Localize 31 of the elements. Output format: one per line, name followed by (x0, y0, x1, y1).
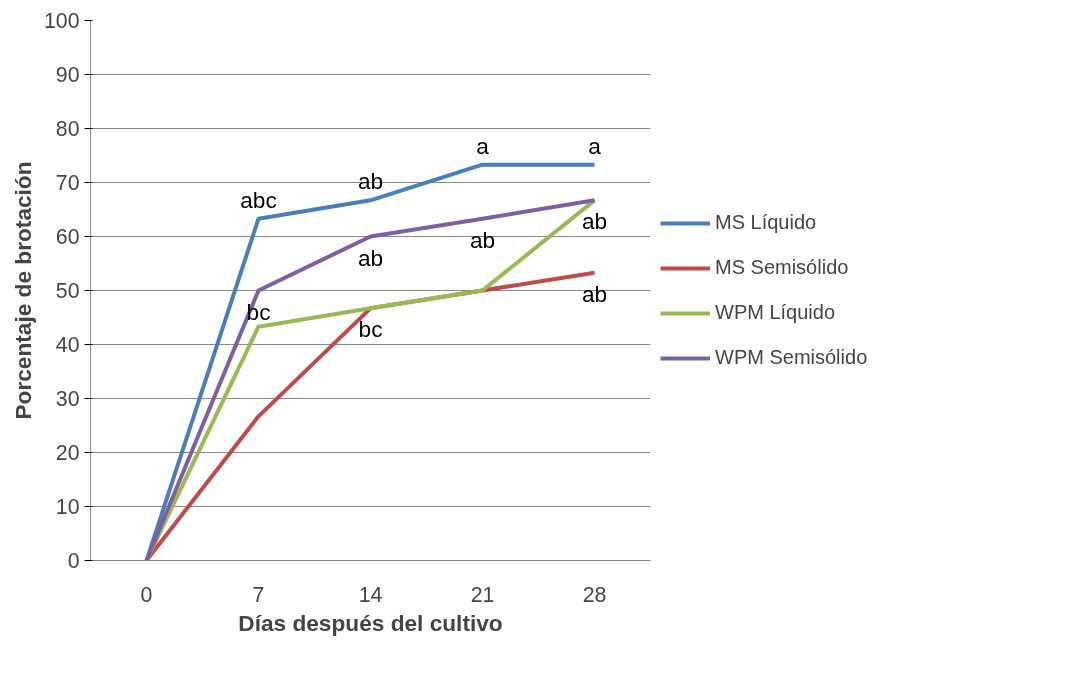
x-tick-label: 28 (582, 582, 607, 607)
annotation: ab (581, 280, 608, 307)
x-tick-label: 14 (358, 582, 383, 607)
legend-label: WPM Líquido (715, 301, 837, 324)
legend-label: MS Líquido (715, 211, 818, 234)
legend-label: WPM Semisólido (715, 346, 869, 369)
x-tick-label: 7 (252, 582, 265, 607)
annotation: ab (581, 208, 608, 235)
y-tick-label: 30 (55, 387, 80, 411)
legend-label: MS Semisólido (715, 256, 850, 279)
annotation: ab (357, 168, 384, 195)
y-tick-label: 90 (55, 63, 80, 87)
y-tick-label: 70 (55, 171, 80, 195)
annotation: ab (357, 244, 384, 271)
y-tick-label: 80 (55, 117, 80, 141)
y-tick-label: 40 (55, 333, 80, 357)
y-tick-label: 60 (55, 225, 80, 249)
y-axis-title: Porcentaje de brotación (9, 161, 36, 420)
annotation: bc (358, 316, 383, 343)
annotation: a (476, 132, 490, 159)
x-tick-label: 21 (470, 582, 495, 607)
annotation: ab (469, 226, 496, 253)
y-tick-label: 0 (67, 549, 80, 573)
y-tick-label: 100 (43, 9, 80, 33)
annotation: abc (240, 186, 277, 213)
y-tick-label: 50 (55, 279, 80, 303)
x-tick-label: 0 (140, 582, 153, 607)
y-tick-label: 20 (55, 441, 80, 465)
annotation: a (588, 132, 602, 159)
x-axis-title: Días después del cultivo (238, 609, 503, 636)
y-tick-label: 10 (55, 495, 80, 519)
